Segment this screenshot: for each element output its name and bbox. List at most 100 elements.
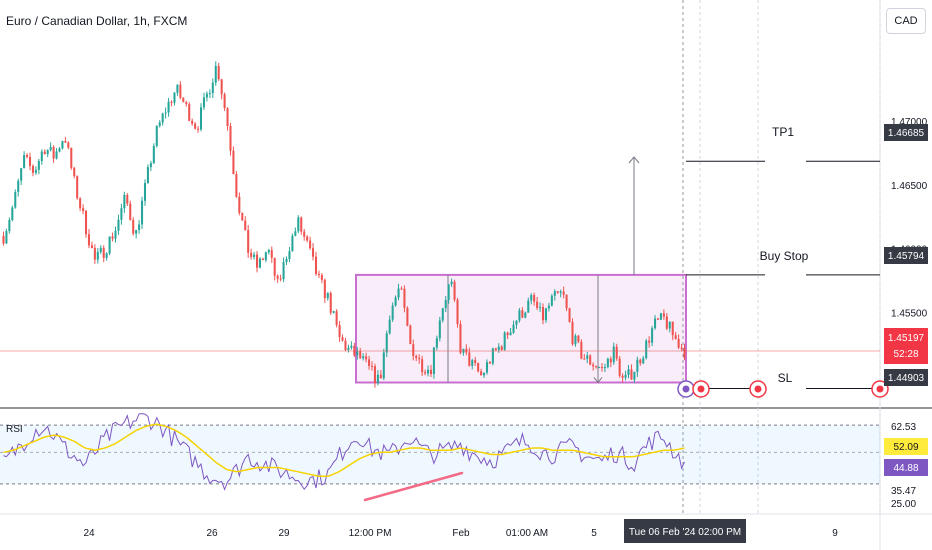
candle-body [2, 235, 5, 244]
candle-body [344, 340, 347, 350]
candle-body [642, 358, 645, 364]
rsi-value-text: 44.88 [893, 463, 918, 474]
candle-body [553, 291, 556, 296]
candle-body [347, 347, 350, 350]
candle-body [129, 203, 132, 220]
candle-body [426, 369, 430, 374]
candle-body [488, 362, 491, 364]
candle-body [5, 231, 8, 244]
candle-body [43, 151, 46, 154]
candle-body [370, 365, 374, 367]
candle-body [314, 256, 318, 274]
candle-body [199, 107, 203, 130]
current-price-tag: 1.45197 52:28 [884, 328, 928, 364]
candle-body [303, 231, 306, 237]
candle-body [662, 313, 665, 317]
candle-body [509, 332, 512, 336]
candle-body [264, 252, 267, 261]
candle-body [309, 240, 312, 249]
candle-body [208, 93, 211, 95]
candle-body [424, 372, 427, 374]
candle-body [365, 356, 368, 360]
time-axis[interactable]: 24 26 29 12:00 PM Feb 01:00 AM 5 9 [83, 528, 838, 539]
candle-body [229, 126, 232, 151]
candle-body [220, 79, 223, 95]
candle-body [671, 321, 674, 336]
candle-body [61, 141, 64, 149]
candle-body [559, 291, 562, 293]
rsi-ma-tag: 52.09 [884, 438, 928, 455]
candle-body [26, 155, 29, 157]
candle-body [376, 374, 379, 384]
candle-body [494, 348, 497, 350]
candle-body [471, 360, 474, 366]
candle-body [244, 220, 247, 231]
candle-body [373, 366, 376, 384]
buy-stop-price-tag: 1.45794 [884, 247, 928, 264]
candle-body [223, 94, 226, 109]
candle-body [356, 351, 359, 356]
crosshair-time-text: Tue 06 Feb '24 02:00 PM [629, 527, 741, 538]
candle-body [55, 151, 58, 159]
target-arrow-head [628, 156, 640, 164]
candle-body [382, 352, 385, 379]
candle-body [409, 325, 412, 345]
candle-body [282, 262, 285, 280]
candle-body [544, 308, 547, 321]
candle-body [79, 198, 82, 209]
candle-body [403, 288, 406, 308]
candle-body [211, 82, 214, 94]
candle-body [385, 333, 388, 353]
candle-body [20, 168, 23, 181]
candle-body [73, 167, 76, 177]
candle-body [668, 321, 671, 329]
candle-body [503, 332, 506, 350]
candle-body [394, 297, 397, 306]
candle-body [194, 123, 197, 129]
candle-body [132, 219, 135, 234]
candle-body [105, 253, 108, 258]
rsi-ma-line [3, 423, 685, 477]
tp1-price-tag: 1.46685 [884, 124, 928, 141]
candle-body [665, 316, 668, 329]
candle-body [82, 208, 85, 211]
candle-body [143, 182, 147, 201]
candle-body [11, 207, 14, 220]
candle-body [317, 273, 320, 276]
candle-body [49, 146, 52, 151]
time-tick-label: 26 [206, 528, 218, 539]
candle-body [483, 372, 486, 376]
candle-body [444, 300, 447, 309]
time-tick-label: 29 [278, 528, 290, 539]
candle-body [379, 374, 382, 379]
candle-body [197, 128, 200, 130]
candlesticks [2, 61, 686, 388]
candle-body [654, 318, 657, 329]
candle-body [595, 366, 598, 368]
candle-body [485, 362, 489, 373]
candle-body [214, 65, 217, 83]
candle-body [497, 346, 500, 350]
candle-body [90, 245, 93, 248]
candle-body [164, 112, 167, 114]
candle-body [34, 169, 37, 173]
candle-body [141, 200, 144, 225]
candle-body [630, 369, 633, 380]
candle-body [592, 364, 595, 367]
candle-body [226, 108, 229, 127]
rsi-label[interactable]: RSI [6, 424, 23, 435]
currency-button[interactable]: CAD [886, 8, 926, 34]
candle-body [512, 324, 515, 333]
candle-body [123, 194, 126, 209]
candle-body [161, 113, 164, 123]
candle-body [297, 217, 300, 232]
event-icons[interactable] [677, 380, 889, 398]
candle-body [359, 351, 362, 359]
candle-body [320, 275, 323, 280]
candle-body [149, 163, 152, 168]
candle-body [87, 234, 91, 246]
candle-body [562, 291, 565, 295]
candle-body [258, 258, 262, 268]
candle-body [273, 257, 276, 276]
